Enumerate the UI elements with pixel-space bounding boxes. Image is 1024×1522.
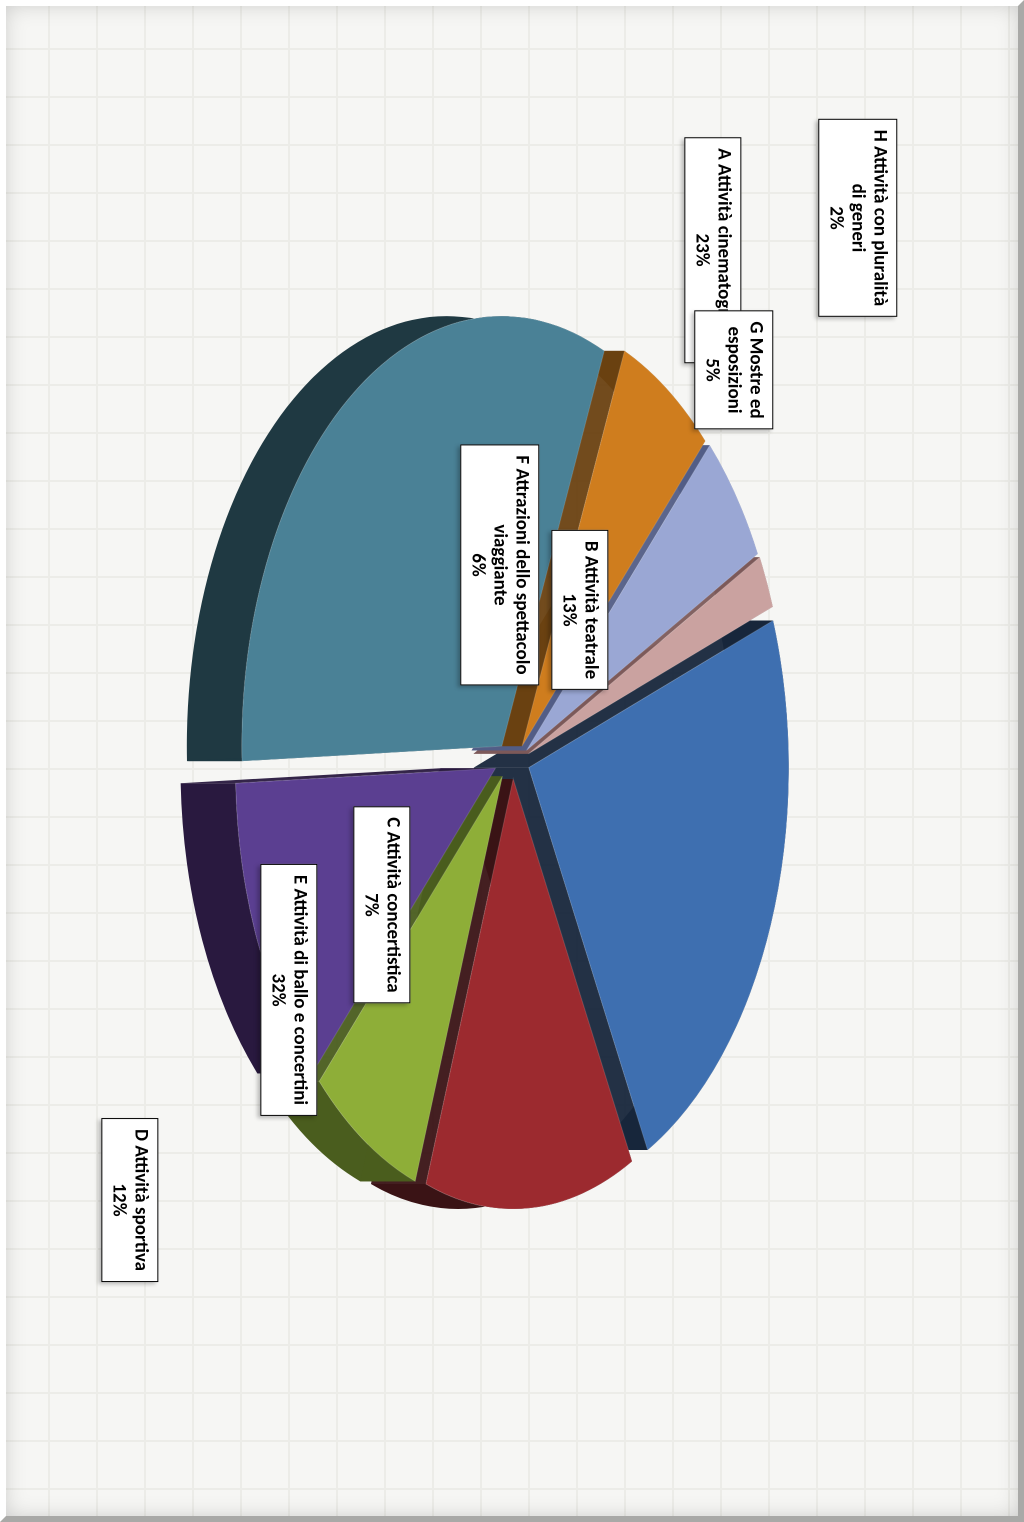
label-text: B Attività teatrale xyxy=(579,541,602,679)
label-text: E Attività di ballo e concertini xyxy=(288,875,311,1105)
label-percent: 12% xyxy=(108,1129,130,1271)
label-text: C Attività concertistica xyxy=(381,817,404,992)
pie-label-C: C Attività concertistica7% xyxy=(354,806,411,1003)
label-text: H Attività con pluralità di generi xyxy=(846,130,891,306)
label-percent: 13% xyxy=(558,541,580,679)
label-percent: 2% xyxy=(825,130,847,306)
label-text: G Mostre ed esposizioni xyxy=(722,321,767,418)
label-percent: 6% xyxy=(467,455,489,674)
pie-label-G: G Mostre ed esposizioni5% xyxy=(695,310,774,429)
pie-label-E: E Attività di ballo e concertini32% xyxy=(261,864,318,1116)
chart-frame: A Attività cinematografica23%B Attività … xyxy=(0,0,1024,1522)
label-percent: 5% xyxy=(701,321,723,418)
pie-label-B: B Attività teatrale13% xyxy=(552,530,609,690)
pie-label-H: H Attività con pluralità di generi2% xyxy=(819,119,898,317)
label-text: D Attività sportiva xyxy=(129,1129,152,1271)
label-percent: 7% xyxy=(360,817,382,992)
pie-label-F: F Attrazioni dello spettacolo viaggiante… xyxy=(461,444,540,685)
pie-label-D: D Attività sportiva12% xyxy=(102,1118,159,1282)
label-percent: 32% xyxy=(267,875,289,1105)
label-text: F Attrazioni dello spettacolo viaggiante xyxy=(488,455,533,674)
